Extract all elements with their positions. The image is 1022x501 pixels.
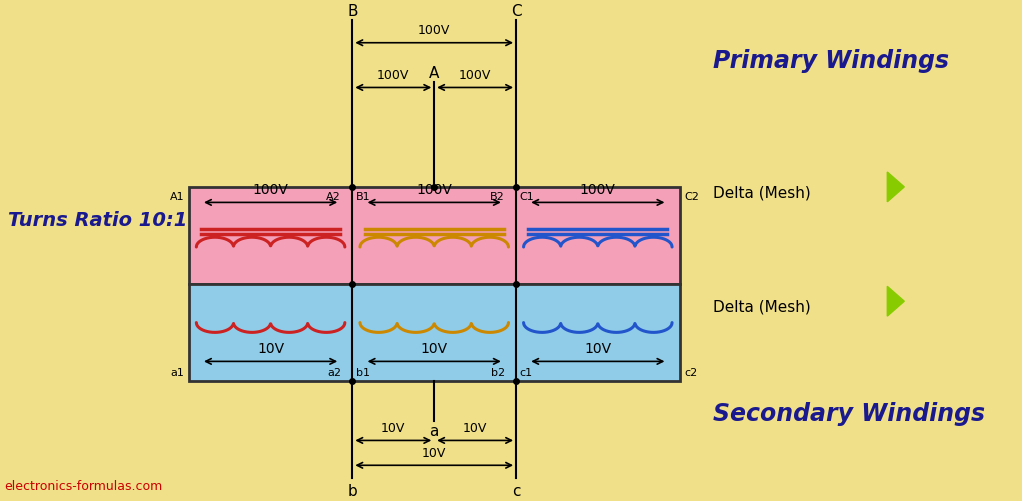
Text: Secondary Windings: Secondary Windings — [712, 401, 985, 425]
Text: b: b — [347, 483, 358, 497]
Text: A2: A2 — [326, 191, 341, 201]
Text: C: C — [511, 4, 521, 19]
FancyBboxPatch shape — [189, 187, 680, 284]
Text: 10V: 10V — [585, 341, 611, 355]
Text: b2: b2 — [491, 367, 505, 377]
Polygon shape — [887, 173, 904, 202]
Text: B1: B1 — [357, 191, 371, 201]
Text: 100V: 100V — [252, 182, 288, 196]
Text: Primary Windings: Primary Windings — [712, 49, 948, 73]
FancyBboxPatch shape — [189, 284, 680, 381]
Text: B2: B2 — [490, 191, 505, 201]
Text: A1: A1 — [170, 191, 184, 201]
Text: 10V: 10V — [422, 446, 447, 459]
Text: a2: a2 — [327, 367, 341, 377]
Text: electronics-formulas.com: electronics-formulas.com — [5, 478, 162, 491]
Text: A: A — [429, 66, 439, 81]
Text: a1: a1 — [171, 367, 184, 377]
Text: 100V: 100V — [459, 69, 492, 82]
Text: 10V: 10V — [421, 341, 448, 355]
Text: c: c — [512, 483, 520, 497]
Text: 10V: 10V — [381, 421, 406, 434]
Text: a: a — [429, 423, 438, 438]
Text: Turns Ratio 10:1: Turns Ratio 10:1 — [7, 210, 187, 229]
Text: c2: c2 — [685, 367, 698, 377]
Text: C2: C2 — [685, 191, 699, 201]
Text: 100V: 100V — [418, 24, 451, 37]
Text: 100V: 100V — [579, 182, 616, 196]
Text: c1: c1 — [520, 367, 532, 377]
Text: 10V: 10V — [257, 341, 284, 355]
Text: Delta (Mesh): Delta (Mesh) — [712, 185, 810, 200]
Text: B: B — [347, 4, 358, 19]
Polygon shape — [887, 287, 904, 317]
Text: 100V: 100V — [416, 182, 452, 196]
Text: C1: C1 — [520, 191, 535, 201]
Text: 100V: 100V — [377, 69, 410, 82]
Text: b1: b1 — [357, 367, 370, 377]
Text: 10V: 10V — [463, 421, 487, 434]
Text: Delta (Mesh): Delta (Mesh) — [712, 299, 810, 314]
